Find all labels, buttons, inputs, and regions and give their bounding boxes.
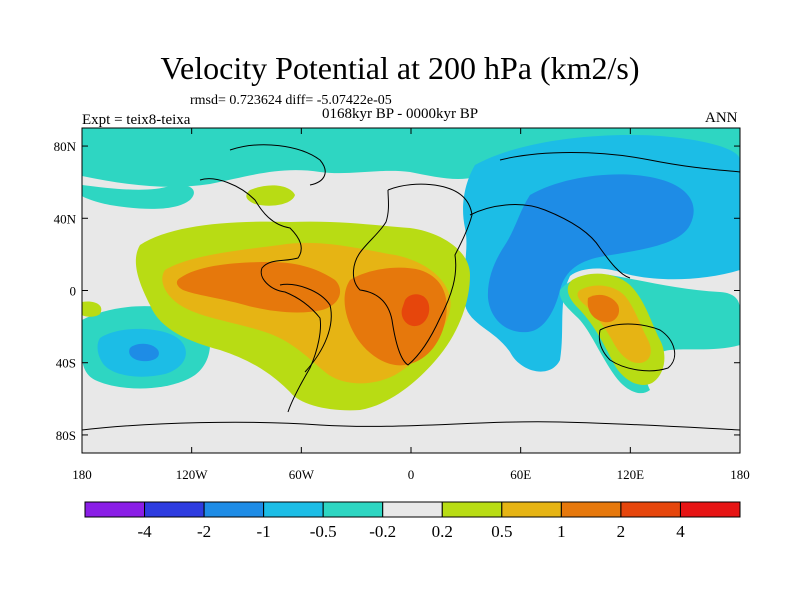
colorbar-labels: -4 -2 -1 -0.5 -0.2 0.2 0.5 1 2 4 <box>137 522 685 541</box>
contour-gulf-guinea-core <box>401 294 430 327</box>
contour-maritime-high <box>587 294 620 323</box>
colorbar-label: -0.5 <box>310 522 337 541</box>
colorbar-swatch <box>620 501 681 518</box>
colorbar <box>84 501 741 518</box>
stats-text: rmsd= 0.723624 diff= -5.07422e-05 <box>190 93 392 108</box>
x-tick-label: 60W <box>289 467 315 482</box>
period-text: 0168kyr BP - 0000kyr BP <box>322 106 479 122</box>
x-tick-labels: 180 120W 60W 0 60E 120E 180 <box>72 467 750 482</box>
experiment-label: Expt = teix8-teixa <box>82 112 191 128</box>
colorbar-label: -1 <box>257 522 271 541</box>
colorbar-swatch <box>441 501 503 518</box>
x-tick-label: 120W <box>176 467 209 482</box>
contour-north-pacific-teal <box>82 184 194 209</box>
x-tick-label: 60E <box>510 467 531 482</box>
colorbar-swatch <box>560 501 622 518</box>
map-plot-area <box>82 128 740 453</box>
colorbar-swatch <box>203 501 265 518</box>
colorbar-label: 0.5 <box>491 522 512 541</box>
coastlines <box>82 144 740 431</box>
colorbar-swatch <box>382 501 443 518</box>
y-tick-label: 0 <box>70 284 77 299</box>
colorbar-swatch <box>679 501 741 518</box>
y-tick-labels: 80N 40N 0 40S 80S <box>54 139 77 443</box>
axis-ticks <box>81 128 741 453</box>
colorbar-swatch <box>322 501 384 518</box>
x-tick-label: 120E <box>617 467 645 482</box>
colorbar-label: -4 <box>137 522 152 541</box>
x-tick-label: 180 <box>730 467 750 482</box>
season-label: ANN <box>705 110 738 126</box>
contour-asia-core <box>487 174 694 333</box>
contour-small-yellow-east <box>82 301 102 317</box>
colorbar-swatch <box>144 501 205 518</box>
colorbar-swatch <box>501 501 562 518</box>
x-tick-label: 0 <box>408 467 415 482</box>
chart-title: Velocity Potential at 200 hPa (km2/s) <box>160 50 640 86</box>
colorbar-label: 4 <box>676 522 685 541</box>
y-tick-label: 40S <box>56 356 76 371</box>
colorbar-label: 1 <box>557 522 566 541</box>
colorbar-swatch <box>263 501 324 518</box>
colorbar-swatch <box>84 501 146 518</box>
y-tick-label: 80S <box>56 428 76 443</box>
colorbar-label: -2 <box>197 522 211 541</box>
contour-north-atlantic-yellow <box>246 185 295 206</box>
colorbar-label: 2 <box>617 522 626 541</box>
colorbar-label: -0.2 <box>369 522 396 541</box>
x-tick-label: 180 <box>72 467 92 482</box>
y-tick-label: 40N <box>54 211 77 226</box>
colorbar-label: 0.2 <box>432 522 453 541</box>
contour-south-pacific-core <box>129 343 159 362</box>
y-tick-label: 80N <box>54 139 77 154</box>
